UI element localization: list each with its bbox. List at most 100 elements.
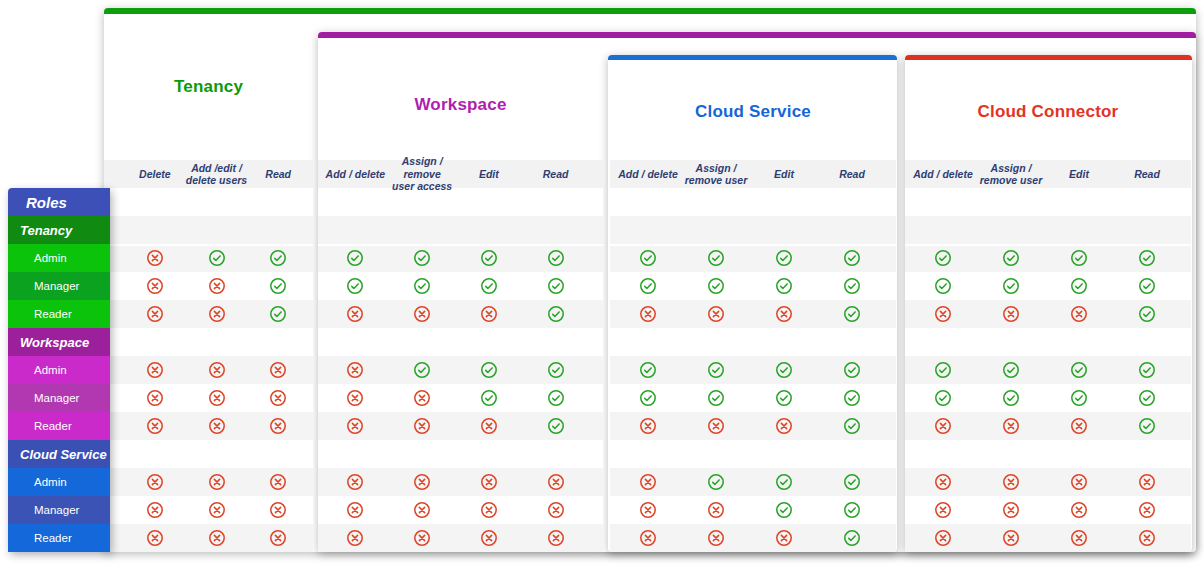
permission-cell [389,305,456,323]
cross-icon [346,529,364,547]
check-icon [547,361,565,379]
permission-cell [247,501,309,519]
check-icon [1070,361,1088,379]
cross-icon [413,417,431,435]
check-icon [1138,277,1156,295]
permission-row [610,496,896,524]
spacer-row [610,216,896,244]
permission-cell [456,529,523,547]
permission-row [318,384,603,412]
permission-cell [750,361,818,379]
permission-cell [750,389,818,407]
permission-row [905,244,1191,272]
permission-cell [186,305,248,323]
workspace-card-topbar [318,32,1196,38]
column-header: Assign / remove user [682,162,750,187]
check-icon [707,249,725,267]
cross-icon [1070,305,1088,323]
cross-icon [639,529,657,547]
permission-cell [818,417,886,435]
permission-cell [614,305,682,323]
check-icon [843,305,861,323]
check-icon [707,473,725,491]
permission-row [610,468,896,496]
check-icon [639,389,657,407]
sidebar-section-tenancy: Tenancy [8,216,110,244]
cloud-service-columns: Add / deleteAssign / remove userEditRead [610,160,896,552]
permission-cell [682,501,750,519]
cross-icon [1002,529,1020,547]
permission-cell [1045,389,1113,407]
permission-row [610,384,896,412]
column-header-row: DeleteAdd /edit / delete usersRead [104,160,313,188]
check-icon [1070,277,1088,295]
permission-row [610,300,896,328]
cloud-connector-columns: Add / deleteAssign / remove userEditRead [905,160,1191,552]
check-icon [1138,249,1156,267]
permission-cell [247,417,309,435]
permission-cell [1113,277,1181,295]
permission-cell [1045,473,1113,491]
sidebar-section-cloud-service: Cloud Service [8,440,110,468]
permission-row [318,244,603,272]
cross-icon [208,277,226,295]
permission-row [905,524,1191,552]
permission-cell [124,529,186,547]
cross-icon [146,305,164,323]
cross-icon [775,417,793,435]
permission-row [318,524,603,552]
check-icon [775,473,793,491]
permission-cell [247,389,309,407]
permission-cell [389,361,456,379]
spacer-row [905,188,1191,216]
check-icon [346,277,364,295]
workspace-columns: Add / deleteAssign / remove user accessE… [318,160,603,552]
permission-cell [750,277,818,295]
permission-row [104,356,313,384]
cross-icon [146,473,164,491]
check-icon [480,361,498,379]
spacer-row [104,328,313,356]
check-icon [639,277,657,295]
permission-cell [522,249,589,267]
permission-cell [682,417,750,435]
column-header: Add / delete [322,168,389,180]
permission-row [104,412,313,440]
permission-cell [522,361,589,379]
check-icon [1070,389,1088,407]
permission-cell [456,249,523,267]
cross-icon [208,305,226,323]
cross-icon [1002,305,1020,323]
permission-cell [322,361,389,379]
spacer-row [104,188,313,216]
cross-icon [707,417,725,435]
permission-cell [456,417,523,435]
cross-icon [269,529,287,547]
permission-cell [456,305,523,323]
permission-cell [322,249,389,267]
permission-cell [909,473,977,491]
permission-cell [247,473,309,491]
permission-cell [818,361,886,379]
cross-icon [1002,417,1020,435]
check-icon [934,277,952,295]
permission-row [318,272,603,300]
permission-cell [124,249,186,267]
check-icon [547,417,565,435]
workspace-group-title: Workspace [318,94,603,116]
check-icon [208,249,226,267]
check-icon [775,389,793,407]
permission-row [104,384,313,412]
permission-cell [247,249,309,267]
permission-cell [1113,249,1181,267]
cross-icon [480,305,498,323]
permission-cell [682,473,750,491]
cross-icon [146,501,164,519]
permission-row [610,244,896,272]
permission-cell [750,305,818,323]
permission-cell [614,249,682,267]
cross-icon [547,473,565,491]
spacer-row [104,440,313,468]
sidebar-role-cloud-service-reader: Reader [8,524,110,552]
cross-icon [208,529,226,547]
